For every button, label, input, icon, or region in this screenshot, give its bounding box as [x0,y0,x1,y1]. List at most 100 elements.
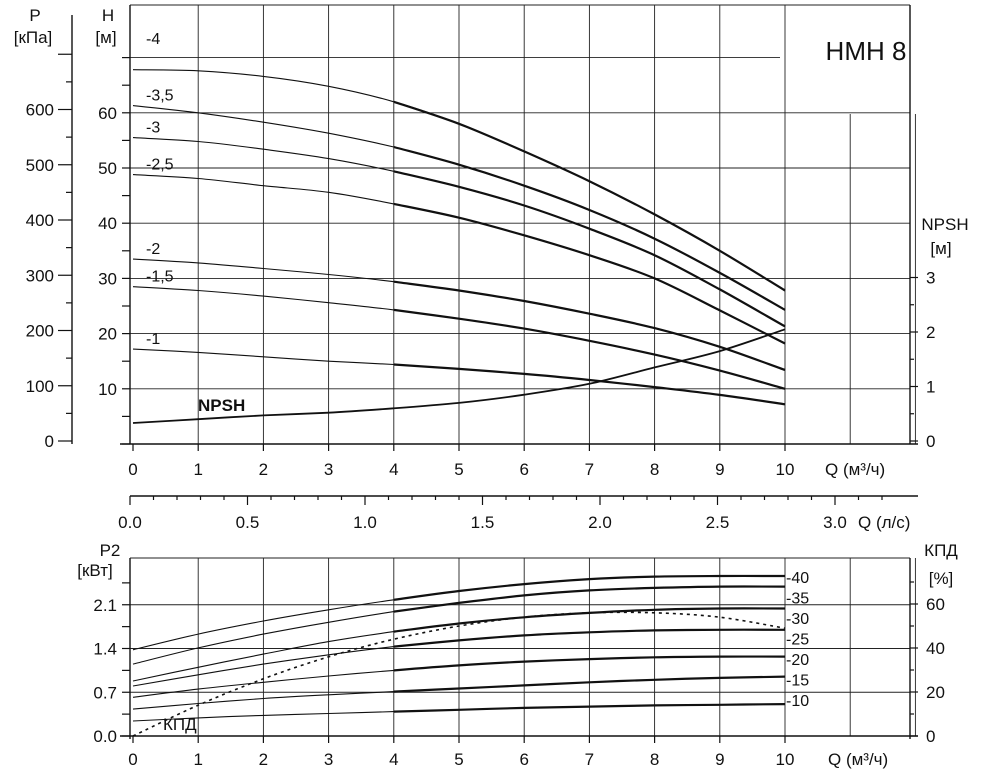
hq-x-tick-label: 3 [324,460,333,479]
power-x-tick-label: 10 [776,750,795,769]
q-ls-tick-label: 2.0 [588,513,612,532]
efficiency-tick-label: 40 [926,639,945,658]
h-tick-label: 20 [98,325,117,344]
hq-curve-bold--2 [393,280,786,372]
hq-curve-label: -3 [146,120,160,137]
p2-axis-unit: [кВт] [77,561,112,580]
pressure-tick-label: 300 [26,266,54,285]
power-x-tick-label: 2 [259,750,268,769]
pressure-tick-label: 600 [26,101,54,120]
hq-x-tick-labels: 0 1 2 3 4 5 6 7 8 9 10 [128,444,794,479]
power-x-tick-label: 7 [585,750,594,769]
power-x-tick-label: 3 [324,750,333,769]
power-curve-label: -25 [786,632,809,649]
pressure-axis-title: P [29,6,40,25]
power-curve-label: -15 [786,673,809,690]
pressure-tick-labels: 0 100 200 300 400 500 600 [26,53,72,451]
power-curve-label: -35 [786,591,809,608]
efficiency-axis-unit: [%] [929,569,954,588]
pressure-tick-label: 400 [26,211,54,230]
npsh-axis-unit: [м] [930,239,951,258]
efficiency-curve-label: КПД [163,715,197,734]
hq-x-tick-label: 5 [454,460,463,479]
hq-curve-bold--4 [393,100,786,292]
hq-x-tick-label: 0 [128,460,137,479]
npsh-tick-label: 3 [926,269,935,288]
p2-tick-label: 0.7 [93,683,117,702]
hq-curve-bold--2,5 [393,202,786,345]
hq-curve-label: -3,5 [146,88,174,105]
hq-curve-bold--1 [393,363,786,406]
power-curve-label: -30 [786,611,809,628]
pressure-tick-label: 200 [26,322,54,341]
p2-tick-label: 1.4 [93,640,117,659]
hq-curve-label: -1,5 [146,269,174,286]
efficiency-tick-label: 60 [926,595,945,614]
h-tick-label: 10 [98,380,117,399]
p2-tick-label: 2.1 [93,596,117,615]
power-x-tick-label: 9 [715,750,724,769]
h-tick-label: 30 [98,269,117,288]
chart-title: НМН 8 [826,36,907,66]
h-axis-unit: [м] [95,28,116,47]
hq-curves [132,69,786,406]
npsh-tick-label: 2 [926,323,935,342]
power-x-tick-label: 1 [193,750,202,769]
hq-x-tick-label: 2 [259,460,268,479]
p2-axis-title: P2 [100,541,121,560]
h-tick-labels: 10 20 30 40 50 60 [98,56,130,445]
efficiency-tick-label: 0 [926,727,935,746]
hq-x-tick-label: 4 [389,460,398,479]
npsh-tick-label: 1 [926,378,935,397]
power-x-tick-label: 6 [519,750,528,769]
npsh-curve-label: NPSH [198,396,245,415]
pressure-axis-unit: [кПа] [14,28,53,47]
power-x-tick-label: 8 [650,750,659,769]
power-q-axis-title: Q (м³/ч) [828,750,888,769]
hq-x-tick-label: 8 [650,460,659,479]
h-tick-label: 60 [98,104,117,123]
hq-x-tick-label: 9 [715,460,724,479]
power-curve-labels: -40 -35 -30 -25 -20 -15 -10 [786,570,809,710]
h-tick-label: 40 [98,214,117,233]
h-axis-title: H [102,6,114,25]
efficiency-axis-title: КПД [924,541,958,560]
efficiency-curve [132,611,786,737]
q-ls-axis: 0.0 0.5 1.0 1.5 2.0 2.5 3.0 Q (л/с) [118,495,918,532]
power-curve-bold--35 [393,585,786,613]
hq-curve-bold--3,5 [393,145,786,311]
q-ls-tick-label: 1.0 [353,513,377,532]
npsh-tick-labels: 0 1 2 3 [910,269,935,451]
power-curve-label: -40 [786,570,809,587]
q-ls-tick-label: 2.5 [706,513,730,532]
pressure-tick-label: 500 [26,156,54,175]
q-ls-tick-labels: 0.0 0.5 1.0 1.5 2.0 2.5 3.0 [118,496,883,532]
power-curve-bold--40 [393,574,786,601]
power-curve-label: -20 [786,652,809,669]
power-curve-bold--15 [393,675,786,693]
q-ls-tick-label: 0.0 [118,513,142,532]
power-curve-bold--20 [393,655,786,672]
q-ls-tick-label: 1.5 [471,513,495,532]
power-curve-bold--25 [393,628,786,648]
hq-x-tick-label: 7 [585,460,594,479]
hq-curve-bold--1,5 [393,308,786,390]
power-curve-bold--10 [393,703,786,713]
power-x-tick-label: 5 [454,750,463,769]
p2-tick-labels: 0.0 0.7 1.4 2.1 [93,582,130,746]
q-m3h-axis-title: Q (м³/ч) [825,460,885,479]
hq-curve-label: -2 [146,241,160,258]
q-ls-axis-title: Q (л/с) [858,513,910,532]
power-x-tick-labels: 0 1 2 3 4 5 6 7 8 9 10 [128,736,794,769]
power-x-tick-label: 0 [128,750,137,769]
pressure-tick-label: 0 [45,432,54,451]
npsh-axis-title: NPSH [921,215,968,234]
efficiency-tick-label: 20 [926,683,945,702]
power-curve-label: -10 [786,693,809,710]
power-x-tick-label: 4 [389,750,398,769]
npsh-curve [132,328,786,424]
h-tick-label: 50 [98,159,117,178]
hq-panel: НМН 8 -4 -3,5 -3 -2,5 -2 -1,5 -1 NPSH 0 1 2 3 4 5 6 7… [14,4,969,479]
hq-curve-label: -1 [146,331,160,348]
